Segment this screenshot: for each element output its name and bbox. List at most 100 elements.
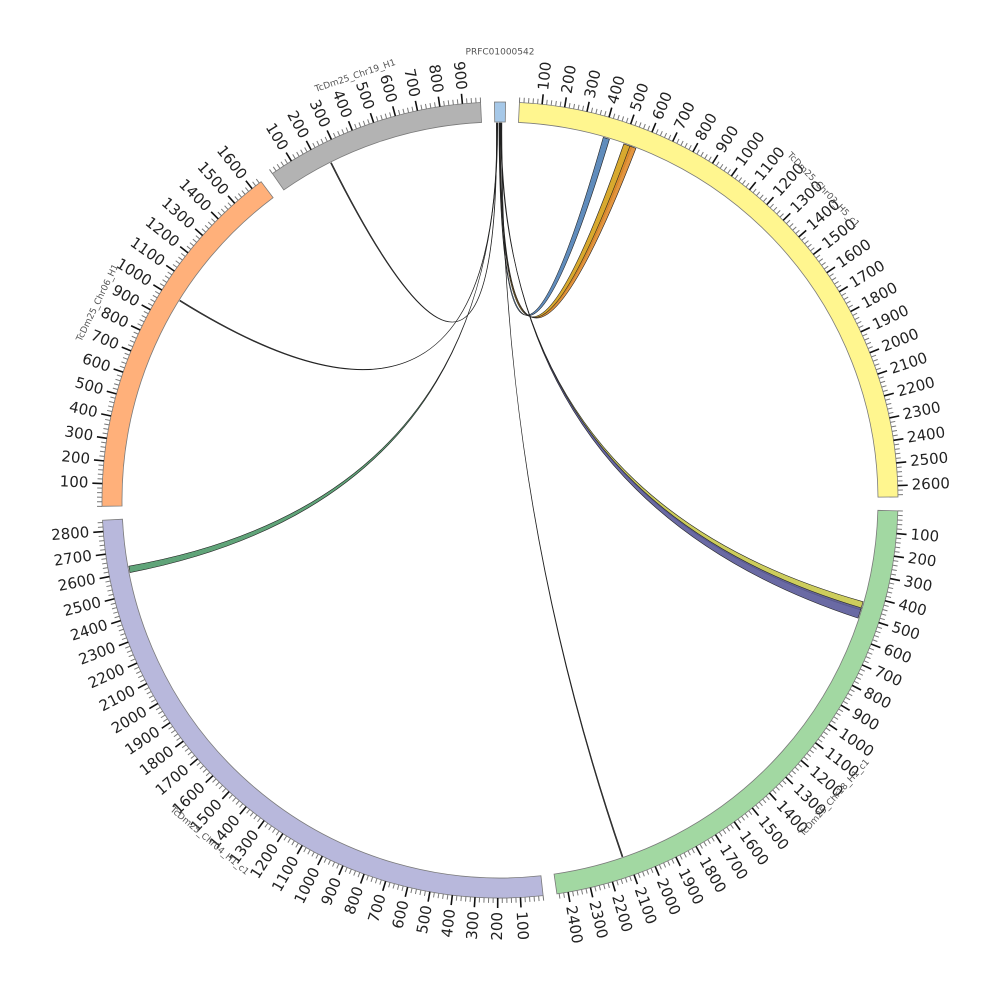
minor-tick (106, 409, 113, 413)
minor-tick (642, 871, 645, 877)
minor-tick (625, 117, 629, 123)
minor-tick (719, 163, 724, 169)
minor-tick (158, 710, 163, 715)
minor-tick (779, 213, 784, 218)
minor-tick (429, 103, 432, 109)
major-tick (95, 553, 106, 557)
minor-tick (845, 300, 851, 304)
tick-label: 800 (425, 63, 447, 94)
major-tick (730, 167, 738, 177)
major-tick (798, 229, 807, 238)
major-tick (884, 599, 895, 605)
minor-tick (434, 102, 436, 108)
segment-tcdm25-chr18-h1-c1 (553, 509, 899, 895)
minor-tick (748, 810, 753, 815)
minor-tick (762, 798, 767, 804)
minor-tick (110, 602, 116, 605)
major-tick (194, 228, 204, 237)
minor-tick (831, 720, 836, 724)
major-tick (369, 112, 375, 123)
minor-tick (848, 304, 853, 308)
segment-tcdm25-chr04-h1-c1 (102, 518, 544, 899)
minor-tick (446, 894, 449, 900)
minor-tick (224, 205, 229, 210)
minor-tick (572, 891, 575, 897)
minor-tick (108, 405, 114, 408)
minor-tick (211, 218, 216, 223)
minor-tick (195, 235, 200, 240)
minor-tick (176, 737, 181, 741)
minor-tick (878, 376, 884, 379)
minor-tick (423, 890, 426, 896)
minor-tick (102, 432, 108, 435)
minor-tick (823, 731, 828, 736)
major-tick (851, 684, 862, 691)
minor-tick (887, 407, 893, 410)
minor-tick (663, 862, 667, 868)
links-layer (128, 122, 864, 858)
major-tick (130, 325, 141, 331)
minor-tick (245, 187, 249, 192)
minor-tick (806, 753, 812, 757)
minor-tick (704, 154, 708, 159)
minor-tick (890, 420, 896, 423)
major-tick (782, 212, 791, 221)
minor-tick (773, 206, 778, 212)
tick-label: 2500 (909, 449, 949, 470)
minor-tick (866, 341, 872, 345)
minor-tick (737, 818, 742, 824)
minor-tick (295, 842, 299, 848)
tick-label: 300 (463, 911, 483, 941)
minor-tick (820, 735, 826, 739)
major-tick (838, 285, 849, 293)
tick-label: 2200 (608, 893, 636, 935)
major-tick (437, 96, 441, 107)
minor-tick (150, 298, 156, 303)
minor-tick (180, 253, 186, 257)
major-tick (152, 284, 163, 291)
minor-tick (585, 888, 588, 894)
minor-tick (895, 452, 901, 455)
minor-tick (196, 761, 201, 766)
minor-tick (892, 434, 898, 437)
major-tick (692, 142, 699, 153)
minor-tick (121, 361, 127, 365)
minor-tick (745, 182, 750, 188)
tick-label: 2800 (50, 523, 89, 544)
minor-tick (125, 645, 131, 649)
minor-tick (854, 680, 859, 685)
minor-tick (776, 210, 781, 215)
minor-tick (703, 841, 707, 847)
minor-tick (237, 193, 242, 198)
minor-tick (856, 676, 862, 680)
major-tick (869, 348, 880, 354)
minor-tick (126, 650, 132, 653)
tick-label: 2700 (53, 547, 93, 570)
minor-tick (398, 109, 401, 115)
segment-prfc01000542 (494, 101, 506, 123)
link-tcdm25-chr03-h5-c1 (499, 122, 633, 318)
minor-tick (722, 829, 727, 835)
major-tick (768, 792, 777, 801)
tick-label: 400 (604, 74, 629, 106)
minor-tick (834, 280, 839, 285)
major-tick (165, 264, 175, 272)
major-tick (427, 891, 431, 902)
minor-tick (100, 549, 106, 551)
minor-tick (664, 132, 667, 138)
minor-tick (173, 733, 179, 738)
minor-tick (207, 221, 213, 226)
major-tick (305, 140, 312, 151)
minor-tick (186, 245, 192, 250)
minor-tick (885, 398, 891, 401)
minor-tick (874, 363, 880, 366)
minor-tick (629, 876, 632, 882)
minor-tick (336, 863, 340, 869)
minor-tick (825, 727, 831, 732)
major-tick (121, 346, 132, 352)
major-tick (828, 723, 838, 731)
minor-tick (144, 687, 150, 691)
minor-tick (113, 383, 120, 386)
tick-label: 500 (413, 904, 436, 935)
minor-tick (650, 868, 654, 874)
